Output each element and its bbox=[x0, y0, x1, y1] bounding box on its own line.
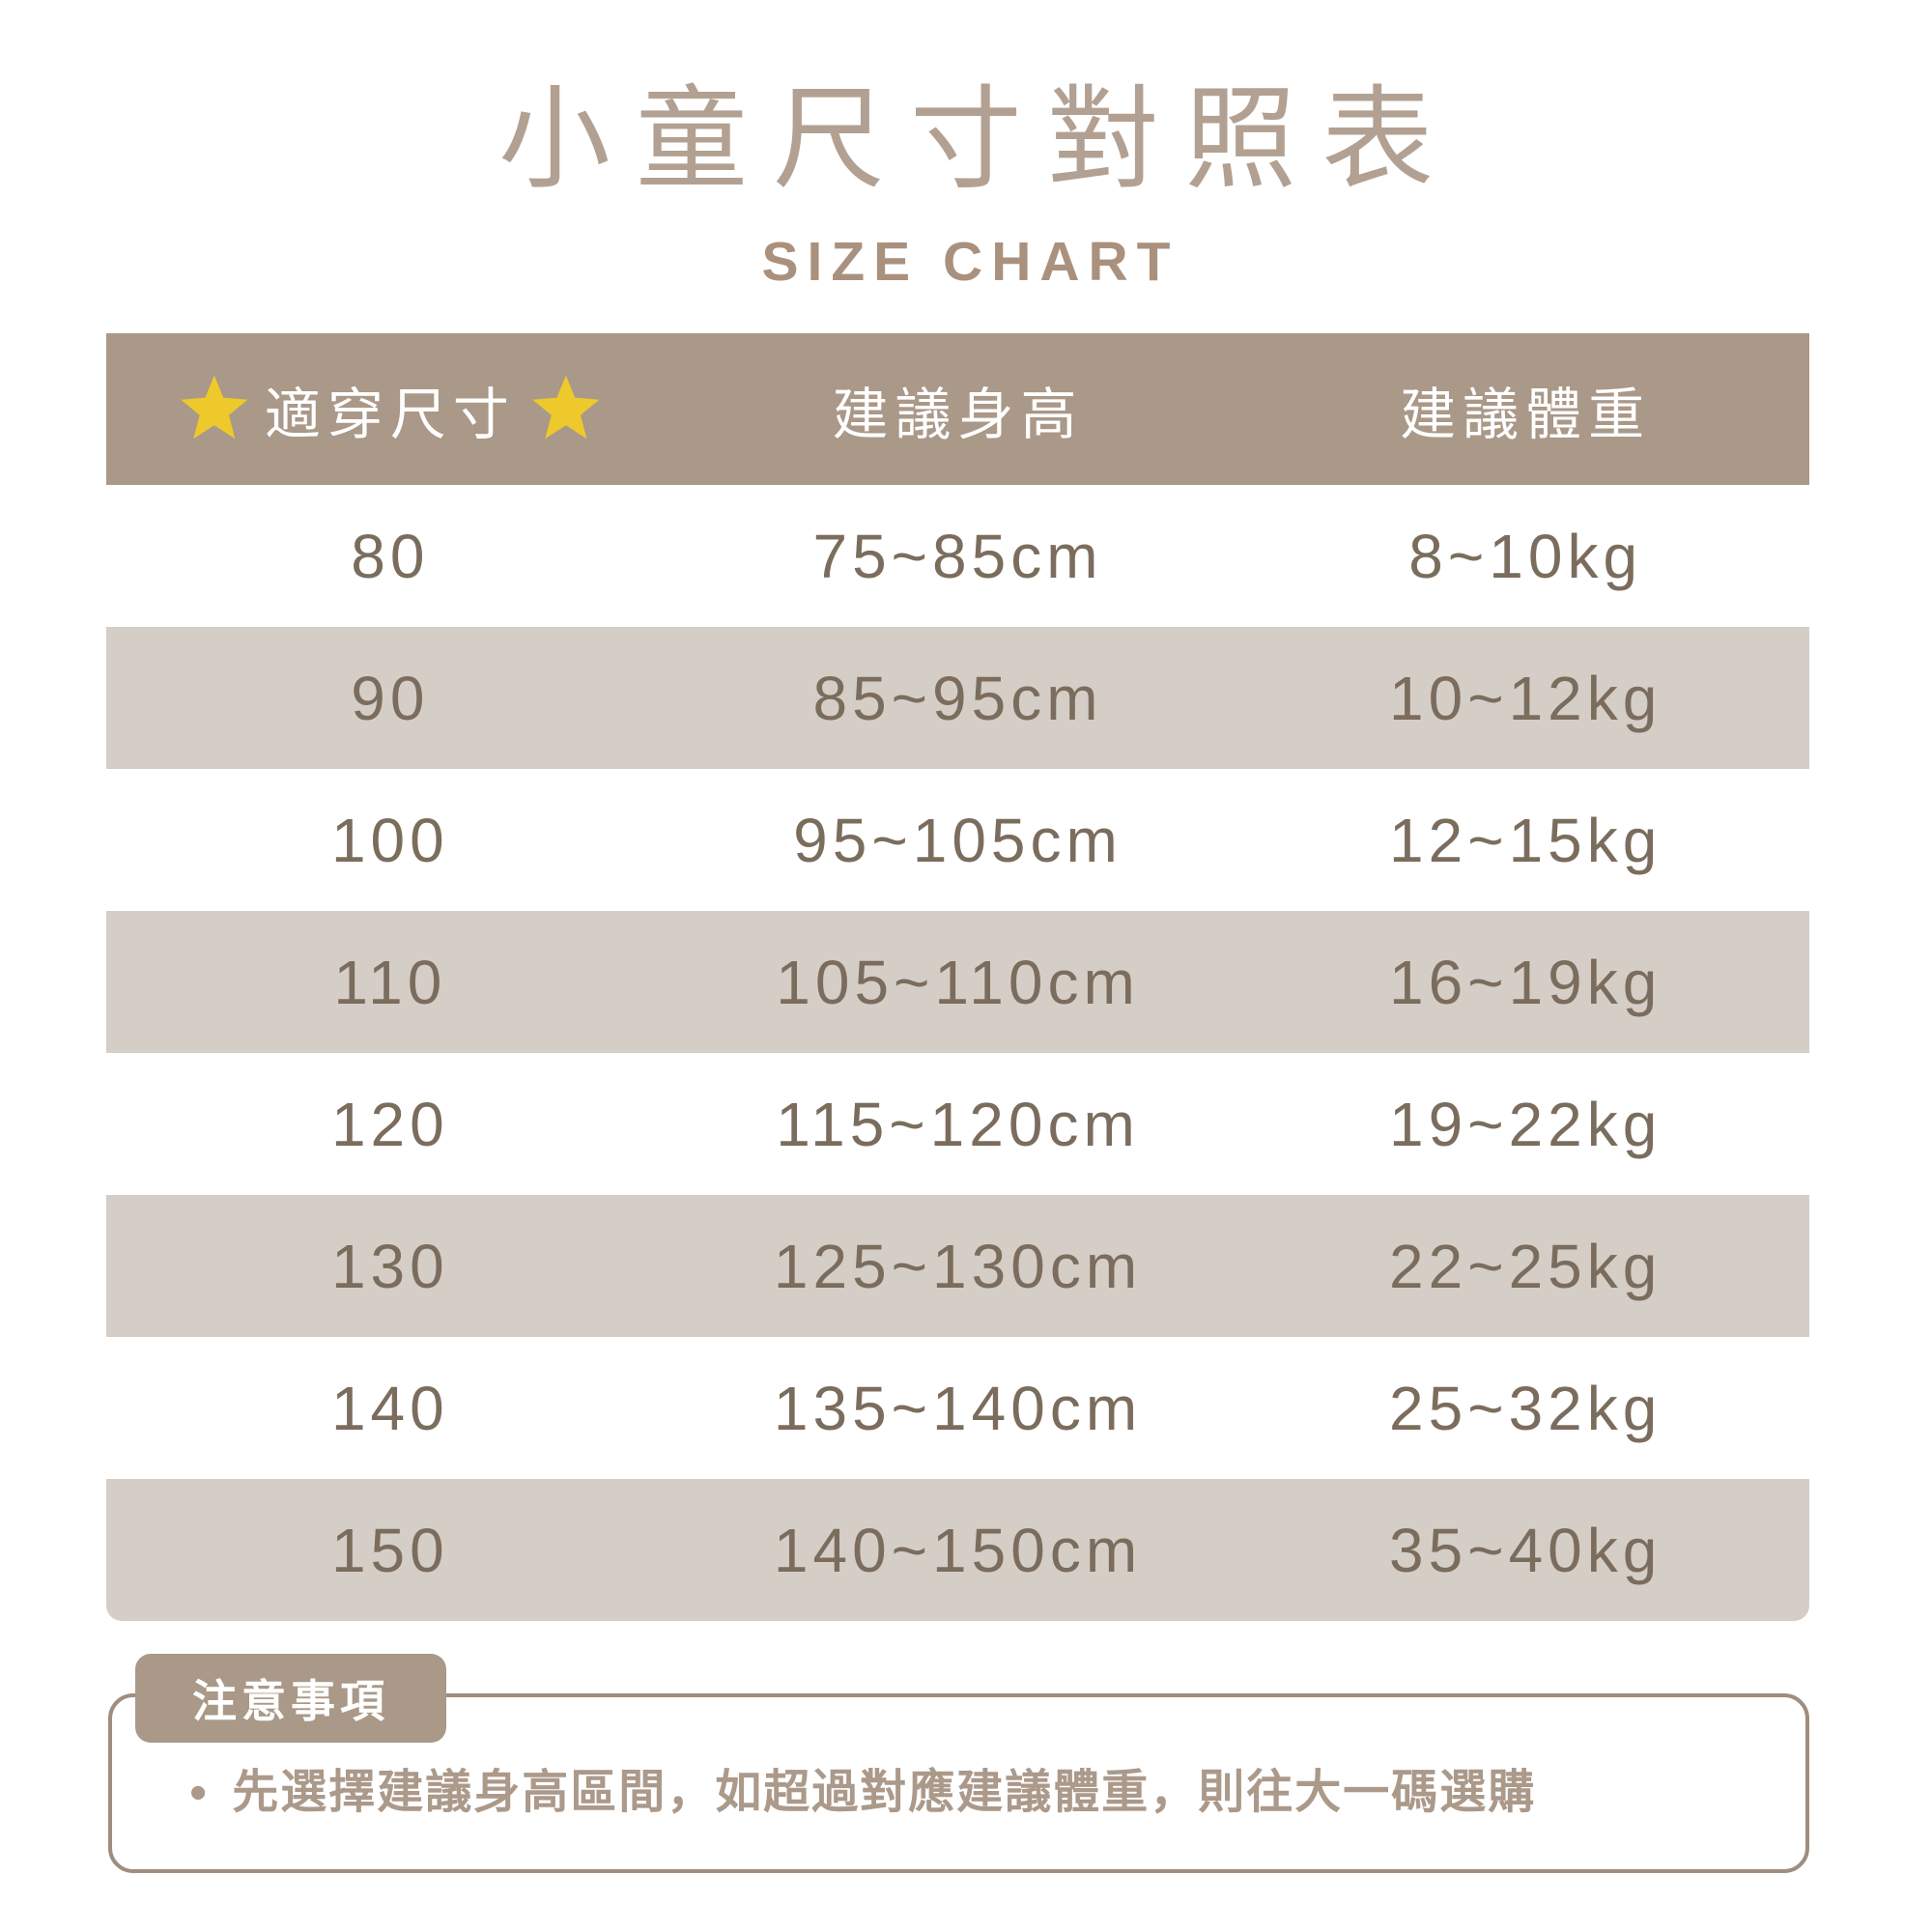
cell-height: 85~95cm bbox=[812, 663, 1103, 733]
cell-weight: 35~40kg bbox=[1389, 1515, 1662, 1585]
cell-height: 115~120cm bbox=[776, 1089, 1140, 1159]
page-title: 小童尺寸對照表 bbox=[498, 76, 1459, 202]
cell-height: 75~85cm bbox=[812, 521, 1103, 591]
cell-weight: 16~19kg bbox=[1389, 947, 1662, 1017]
cell-weight: 22~25kg bbox=[1389, 1231, 1662, 1301]
header-label-height: 建議身高 bbox=[832, 383, 1084, 446]
table-row: 80 75~85cm 8~10kg bbox=[106, 485, 1809, 627]
table-row: 140 135~140cm 25~32kg bbox=[106, 1337, 1809, 1479]
table-header-row: 適穿尺寸 建議身高 建議體重 bbox=[106, 333, 1809, 485]
table-row: 130 125~130cm 22~25kg bbox=[106, 1195, 1809, 1337]
cell-size: 130 bbox=[330, 1231, 449, 1301]
size-table: 適穿尺寸 建議身高 建議體重 80 75~85cm 8~10kg 90 85~9… bbox=[106, 333, 1809, 1621]
table-row: 90 85~95cm 10~12kg bbox=[106, 627, 1809, 769]
notes-text: 先選擇建議身高區間，如超過對應建議體重，則往大一碼選購 bbox=[232, 1767, 1537, 1819]
header-label-size: 適穿尺寸 bbox=[264, 383, 516, 446]
cell-weight: 25~32kg bbox=[1389, 1373, 1662, 1443]
notes-tab: 注意事項 bbox=[135, 1654, 446, 1743]
header-cell-height: 建議身高 bbox=[674, 333, 1242, 485]
header-label-weight: 建議體重 bbox=[1400, 383, 1652, 446]
table-row: 120 115~120cm 19~22kg bbox=[106, 1053, 1809, 1195]
cell-size: 140 bbox=[330, 1373, 449, 1443]
table-row: 150 140~150cm 35~40kg bbox=[106, 1479, 1809, 1621]
bullet-icon: • bbox=[189, 1765, 208, 1821]
header-cell-weight: 建議體重 bbox=[1241, 333, 1809, 485]
cell-weight: 10~12kg bbox=[1389, 663, 1662, 733]
cell-size: 100 bbox=[330, 805, 449, 875]
cell-height: 140~150cm bbox=[773, 1515, 1143, 1585]
cell-size: 80 bbox=[351, 521, 430, 591]
page-subtitle: SIZE CHART bbox=[761, 231, 1179, 293]
star-icon bbox=[181, 375, 248, 440]
table-body: 80 75~85cm 8~10kg 90 85~95cm 10~12kg 100… bbox=[106, 485, 1809, 1621]
cell-size: 150 bbox=[330, 1515, 449, 1585]
header-cell-size: 適穿尺寸 bbox=[106, 333, 674, 485]
cell-size: 120 bbox=[330, 1089, 449, 1159]
cell-height: 135~140cm bbox=[773, 1373, 1143, 1443]
cell-size: 90 bbox=[351, 663, 430, 733]
cell-size: 110 bbox=[333, 947, 447, 1017]
cell-weight: 19~22kg bbox=[1389, 1089, 1662, 1159]
cell-height: 105~110cm bbox=[776, 947, 1140, 1017]
cell-height: 95~105cm bbox=[793, 805, 1122, 875]
cell-height: 125~130cm bbox=[773, 1231, 1143, 1301]
star-icon bbox=[532, 375, 600, 440]
cell-weight: 12~15kg bbox=[1389, 805, 1662, 875]
table-row: 100 95~105cm 12~15kg bbox=[106, 769, 1809, 911]
table-row: 110 105~110cm 16~19kg bbox=[106, 911, 1809, 1053]
cell-weight: 8~10kg bbox=[1408, 521, 1643, 591]
